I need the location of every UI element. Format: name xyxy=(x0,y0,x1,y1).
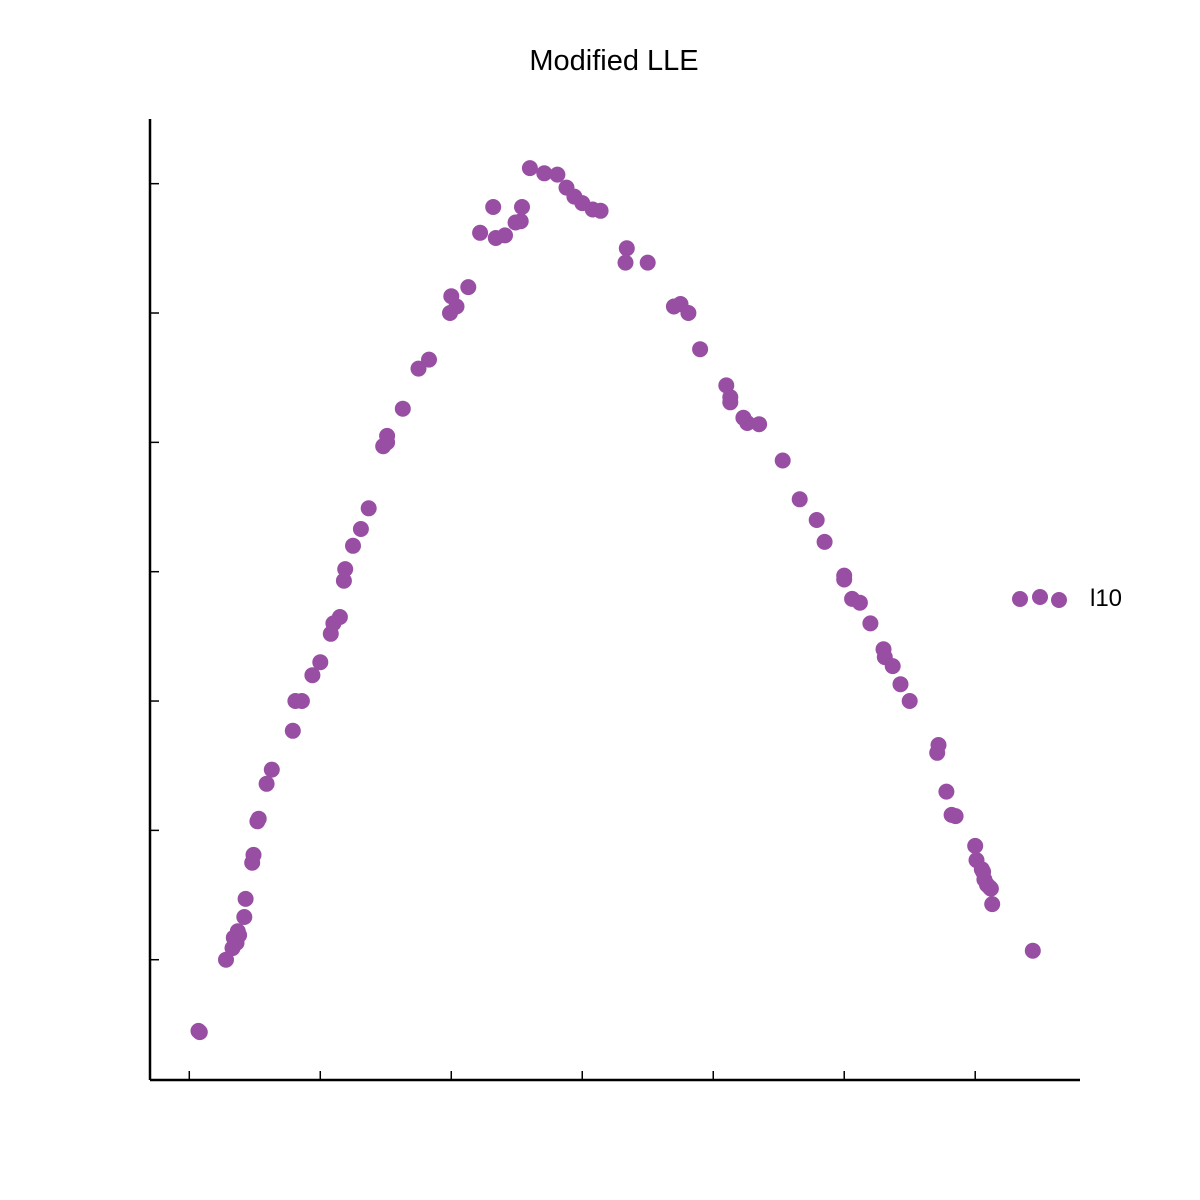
data-point xyxy=(791,491,808,508)
data-point xyxy=(521,160,538,177)
legend-marker xyxy=(1051,592,1067,608)
data-point xyxy=(722,394,739,411)
data-point xyxy=(250,810,267,827)
axes xyxy=(148,119,1080,1082)
data-point xyxy=(410,360,427,377)
data-point xyxy=(639,254,656,271)
data-point xyxy=(514,199,530,215)
data-point xyxy=(421,351,437,368)
data-point xyxy=(352,521,369,537)
data-point xyxy=(884,658,901,675)
data-point xyxy=(592,202,609,219)
data-point xyxy=(938,783,955,800)
data-point xyxy=(967,837,984,854)
data-point xyxy=(892,676,909,693)
data-point xyxy=(237,890,254,907)
data-point xyxy=(263,761,280,778)
legend-marker-group xyxy=(1012,589,1067,608)
data-point xyxy=(692,341,709,358)
legend-marker xyxy=(1012,591,1028,607)
data-point xyxy=(851,594,868,611)
data-point xyxy=(379,434,396,451)
data-point xyxy=(774,452,791,469)
data-point xyxy=(304,667,321,684)
data-point xyxy=(618,240,635,257)
data-point xyxy=(512,213,529,230)
data-point xyxy=(984,896,1001,913)
data-point xyxy=(331,609,348,625)
data-point xyxy=(982,880,999,897)
data-point xyxy=(497,227,513,244)
data-point xyxy=(862,615,879,632)
data-point xyxy=(312,654,329,671)
data-point xyxy=(1024,942,1041,959)
data-point xyxy=(947,808,964,825)
data-point xyxy=(360,500,377,517)
legend-marker xyxy=(1032,589,1048,605)
data-point xyxy=(337,561,354,578)
data-point xyxy=(460,279,477,296)
data-point xyxy=(549,166,566,183)
data-point xyxy=(680,305,697,321)
data-point xyxy=(443,288,460,305)
data-point xyxy=(808,512,825,528)
data-point xyxy=(258,775,275,792)
data-point xyxy=(901,693,918,709)
data-point xyxy=(929,744,946,761)
data-point xyxy=(617,254,634,271)
legend-label: l10 xyxy=(1090,585,1122,612)
data-point xyxy=(751,416,768,433)
data-points xyxy=(190,160,1041,1041)
data-point xyxy=(218,951,234,968)
data-point xyxy=(335,572,352,589)
legend: l10 xyxy=(1012,585,1122,612)
data-point xyxy=(836,571,853,588)
data-point xyxy=(236,909,253,925)
data-point xyxy=(816,533,833,550)
data-point xyxy=(472,224,489,241)
data-point xyxy=(284,722,301,739)
data-point xyxy=(485,199,502,215)
data-point xyxy=(231,927,248,944)
chart-title: Modified LLE xyxy=(529,45,698,77)
data-point xyxy=(394,400,411,417)
data-point xyxy=(245,846,262,863)
data-point xyxy=(293,693,310,709)
data-point xyxy=(739,415,756,431)
data-point xyxy=(345,537,361,554)
data-point xyxy=(536,165,553,182)
data-point xyxy=(191,1024,208,1041)
